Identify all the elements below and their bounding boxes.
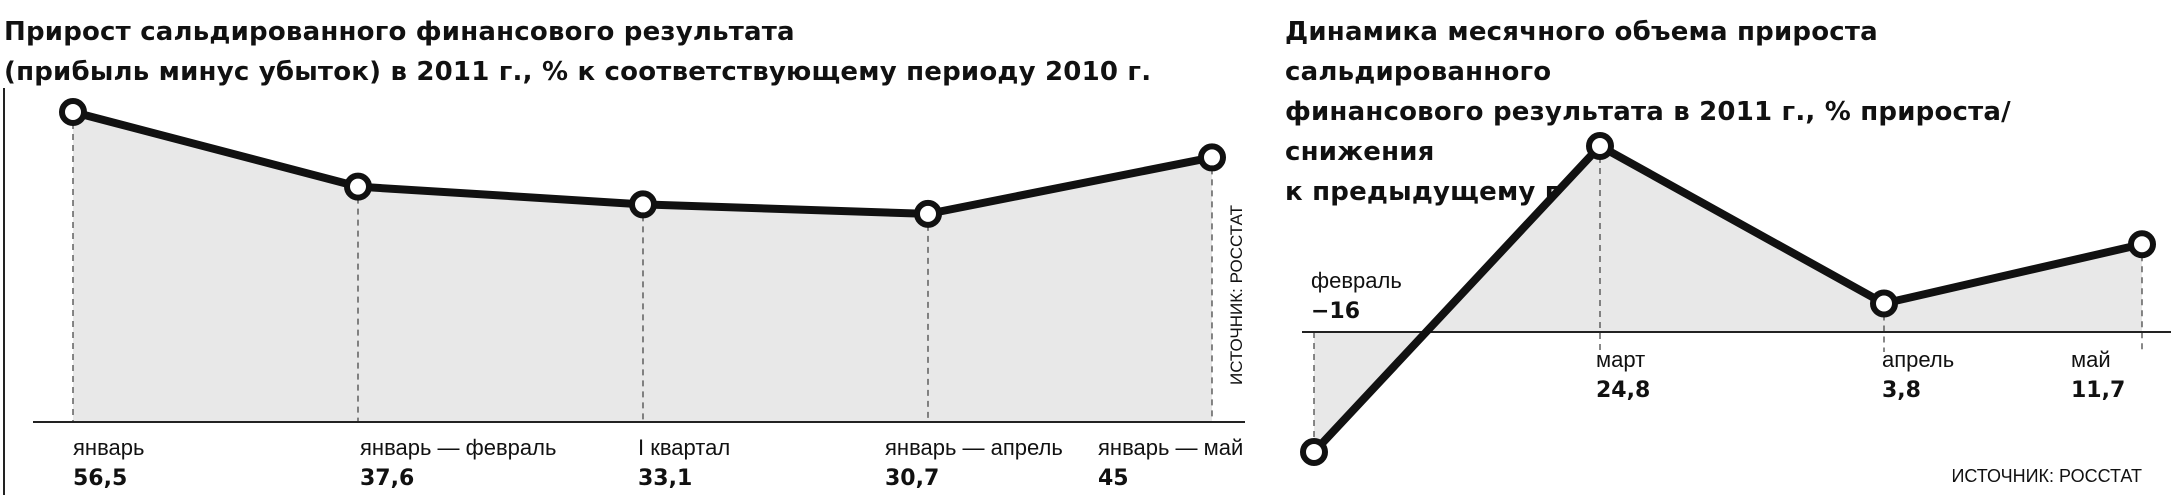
chart-1-category-label: январь — февраль [360, 435, 556, 460]
chart-1-category-label: январь — май [1098, 435, 1243, 460]
chart-2-value-label: 3,8 [1882, 378, 1921, 403]
chart-1-value-label: 45 [1098, 466, 1129, 491]
left-edge-rule [3, 88, 5, 495]
chart-2-category-label: апрель [1882, 347, 1954, 372]
chart-1-point [1198, 143, 1226, 172]
chart-2-plot: февраль −16 март 24,8 апрель 3,8 май 11,7 [1300, 132, 2171, 466]
chart-2-point [1586, 132, 1614, 160]
chart-1-point [344, 172, 372, 201]
chart-1-value-label: 30,7 [885, 466, 939, 491]
chart-1-point [59, 98, 87, 126]
chart-2-category-label: май [2071, 347, 2111, 372]
chart-1-plot: январь 56,5 январь — февраль 37,6 I квартал 3… [33, 98, 1245, 491]
chart-1-value-label: 33,1 [638, 466, 692, 491]
chart-2-title-line-2: финансового результата в 2011 г., % прир… [1285, 97, 2011, 167]
chart-2-point [1870, 289, 1898, 318]
chart-1-source: ИСТОЧНИК: РОССТАТ [1227, 205, 1246, 385]
chart-2-title-line-1: Динамика месячного объема прироста сальд… [1285, 17, 1878, 87]
chart-2-series-line [1310, 142, 2146, 456]
chart-2-category-label: март [1596, 347, 1645, 372]
chart-1-point [629, 190, 657, 219]
chart-2-point [1300, 438, 1328, 466]
chart-2-area-fill [1314, 146, 2142, 452]
chart-2-source: ИСТОЧНИК: РОССТАТ [1951, 466, 2142, 486]
chart-1-value-label: 56,5 [73, 466, 127, 491]
chart-1-value-label: 37,6 [360, 466, 414, 491]
chart-1-category-label: январь [73, 435, 144, 460]
chart-2-value-label: 11,7 [2071, 378, 2125, 403]
chart-1-point [914, 199, 942, 228]
chart-1-title-line-2: (прибыль минус убыток) в 2011 г., % к со… [4, 57, 1152, 87]
chart-2-category-label: февраль [1311, 268, 1402, 293]
chart-1-category-label: январь — апрель [885, 435, 1063, 460]
chart-1-category-label: I квартал [638, 435, 730, 460]
chart-2-value-label: 24,8 [1596, 378, 1650, 403]
chart-2-value-label: −16 [1311, 299, 1360, 324]
chart-1-title-line-1: Прирост сальдированного финансового резу… [4, 17, 795, 47]
chart-2-title: Динамика месячного объема прироста сальд… [1285, 12, 2145, 212]
chart-2-point [2128, 230, 2156, 259]
chart-1-title: Прирост сальдированного финансового резу… [4, 12, 1254, 92]
